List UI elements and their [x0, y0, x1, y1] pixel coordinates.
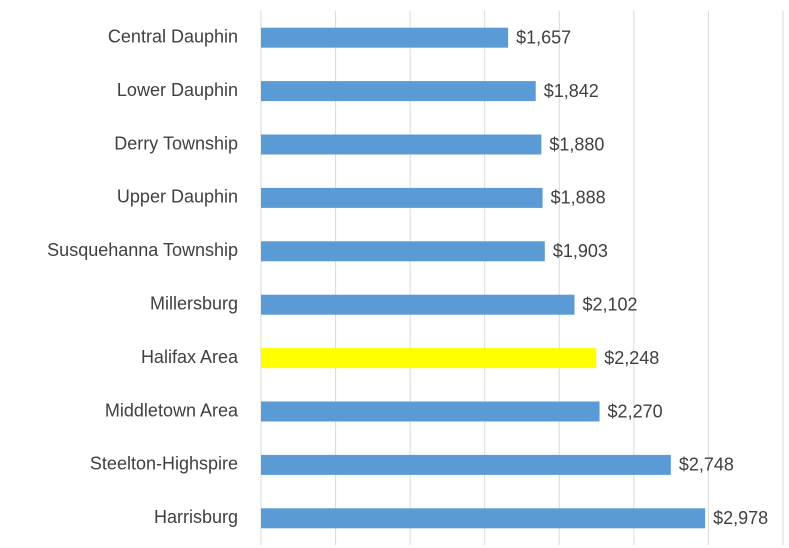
data-label: $2,102	[582, 294, 637, 314]
category-label: Halifax Area	[141, 347, 239, 367]
data-label: $1,888	[551, 188, 606, 208]
category-label: Susquehanna Township	[47, 240, 238, 260]
bar	[261, 81, 536, 102]
bar	[261, 454, 671, 475]
bar	[261, 348, 597, 369]
bar	[261, 27, 509, 48]
category-label: Lower Dauphin	[117, 80, 238, 100]
data-label: $2,248	[604, 348, 659, 368]
data-label: $2,270	[608, 401, 663, 421]
bar	[261, 241, 545, 262]
bar	[261, 508, 706, 529]
category-label: Harrisburg	[154, 507, 238, 527]
category-label: Steelton-Highspire	[90, 454, 238, 474]
category-label: Derry Township	[114, 133, 238, 153]
category-label: Upper Dauphin	[117, 187, 238, 207]
data-label: $1,903	[553, 241, 608, 261]
category-label: Central Dauphin	[108, 26, 238, 46]
bar	[261, 401, 600, 422]
bar	[261, 294, 575, 315]
bar	[261, 187, 543, 208]
bar	[261, 134, 542, 155]
category-label: Middletown Area	[105, 400, 239, 420]
data-label: $1,657	[516, 27, 571, 47]
data-label: $1,880	[549, 134, 604, 154]
category-label: Millersburg	[150, 293, 238, 313]
data-label: $1,842	[544, 81, 599, 101]
data-label: $2,748	[679, 455, 734, 475]
data-label: $2,978	[713, 508, 768, 528]
